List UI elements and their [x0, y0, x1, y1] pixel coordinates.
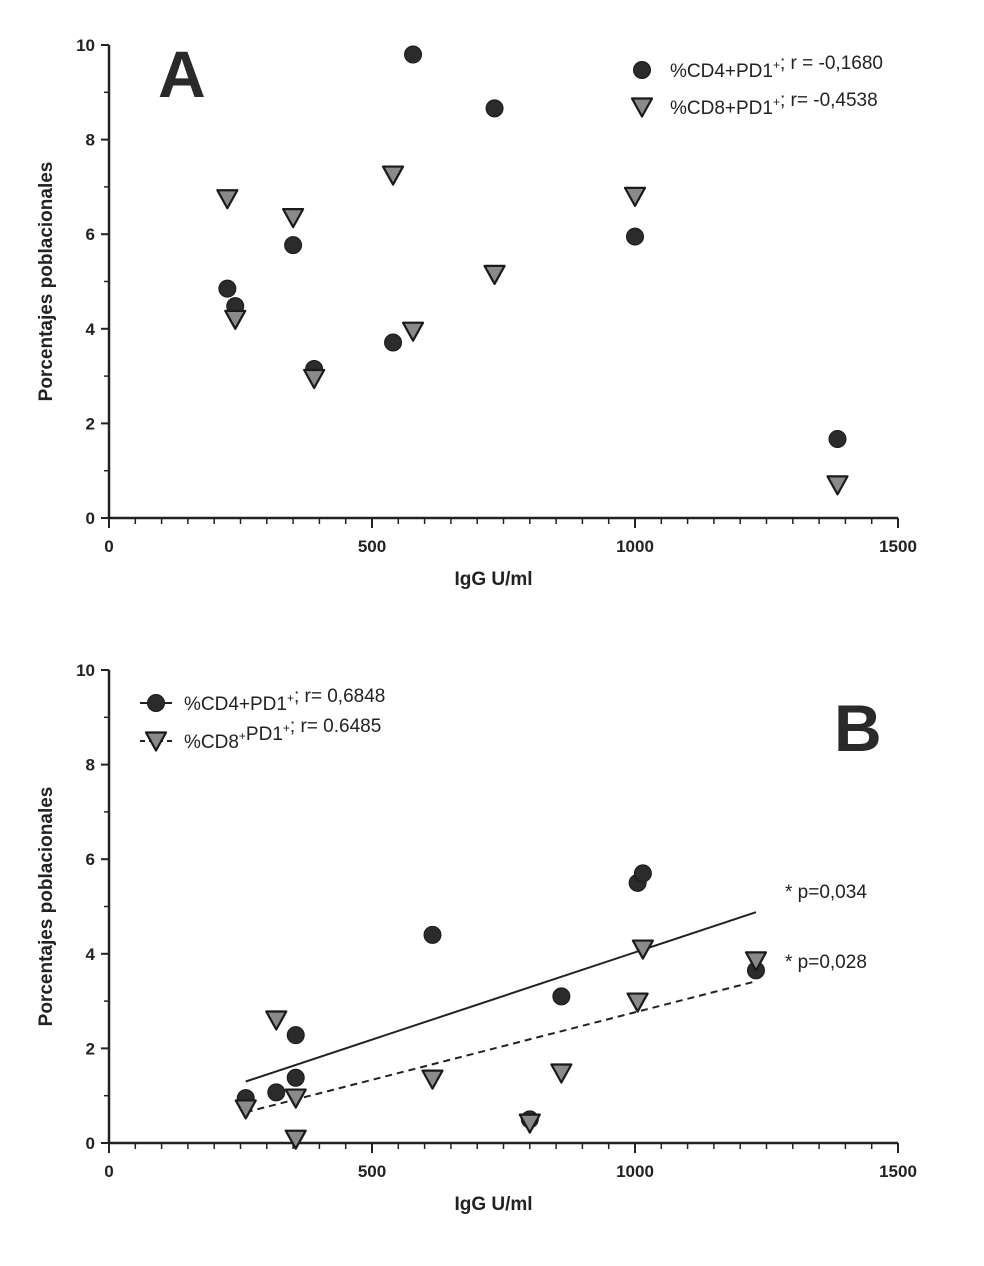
data-point-series-2: [421, 1069, 444, 1090]
data-point-series-1: [267, 1083, 286, 1102]
y-axis-title: Porcentajes poblacionales: [36, 787, 57, 1027]
data-point-series-2: [401, 321, 425, 342]
panel-letter: A: [158, 37, 206, 111]
data-point-series-1: [218, 279, 237, 298]
data-point-series-2: [303, 368, 326, 390]
data-point-series-2: [265, 1010, 288, 1031]
x-tick-label: 0: [104, 1162, 113, 1181]
y-tick-label: 2: [86, 1039, 95, 1058]
data-point-series-1: [828, 430, 847, 449]
x-tick-label: 1500: [879, 1162, 917, 1181]
data-point-series-2: [282, 208, 305, 229]
x-axis-title: IgG U/ml: [454, 1194, 532, 1215]
x-axis-title: IgG U/ml: [454, 569, 532, 590]
data-point-series-2: [381, 165, 405, 186]
fit-line-2: [245, 980, 757, 1114]
y-tick-label: 10: [76, 36, 95, 55]
y-tick-label: 10: [76, 661, 95, 680]
data-point-series-1: [485, 99, 504, 118]
panel-b: 0 2 4 6 8 10 0 500 1000 1500 IgG U/ml Porcentajes p…: [36, 661, 917, 1215]
data-point-series-2: [224, 309, 247, 330]
data-point-series-2: [626, 992, 649, 1013]
data-point-series-1: [384, 333, 403, 352]
data-point-series-2: [284, 1129, 307, 1150]
y-tick-label: 2: [86, 414, 95, 433]
data-point-series-2: [518, 1113, 541, 1134]
x-tick-label: 1500: [879, 537, 917, 556]
data-point-series-1: [284, 236, 303, 255]
y-tick-label: 6: [86, 225, 95, 244]
legend-marker: [633, 61, 651, 79]
legend-label: %CD8+PD1+; r= 0.6485: [184, 716, 381, 753]
data-point-series-2: [623, 186, 647, 207]
data-point-series-2: [483, 264, 506, 286]
legend-marker: [147, 694, 165, 712]
significance-annotation: * p=0,028: [785, 952, 867, 973]
legend-marker: [144, 731, 168, 752]
legend-marker: [630, 97, 654, 118]
data-point-series-2: [826, 475, 849, 496]
y-axis-title: Porcentajes poblacionales: [36, 162, 57, 402]
data-point-series-1: [286, 1026, 305, 1045]
data-point-series-2: [234, 1099, 257, 1120]
x-tick-label: 500: [358, 1162, 386, 1181]
x-tick-label: 500: [358, 537, 386, 556]
data-point-series-2: [744, 951, 768, 972]
data-point-series-2: [631, 939, 654, 960]
data-point-series-1: [633, 864, 652, 883]
panel-a: 0 2 4 6 8 10 0 500 1000 1500 IgG U/ml Porcentajes p…: [36, 36, 917, 590]
data-point-series-2: [216, 189, 239, 210]
y-tick-label: 6: [86, 850, 95, 869]
data-point-series-1: [404, 45, 423, 64]
y-tick-label: 4: [86, 945, 96, 964]
data-point-series-2: [550, 1063, 573, 1084]
y-tick-label: 4: [86, 320, 96, 339]
x-tick-label: 1000: [616, 537, 654, 556]
y-tick-label: 8: [86, 756, 95, 775]
data-point-series-1: [626, 227, 644, 246]
x-tick-label: 1000: [616, 1162, 654, 1181]
fit-line-1: [245, 911, 757, 1083]
panel-letter: B: [834, 691, 882, 765]
significance-annotation: * p=0,034: [785, 882, 867, 903]
y-tick-label: 8: [86, 131, 95, 150]
data-point-series-1: [552, 987, 571, 1006]
data-point-series-1: [286, 1068, 305, 1087]
legend-label: %CD4+PD1+; r = -0,1680: [670, 53, 883, 82]
legend-label: %CD8+PD1+; r= -0,4538: [670, 90, 878, 119]
y-tick-label: 0: [86, 509, 95, 528]
x-tick-label: 0: [104, 537, 113, 556]
y-tick-label: 0: [86, 1134, 95, 1153]
data-point-series-1: [423, 925, 442, 944]
legend-label: %CD4+PD1+; r= 0,6848: [184, 686, 385, 715]
data-point-series-2: [284, 1088, 307, 1109]
